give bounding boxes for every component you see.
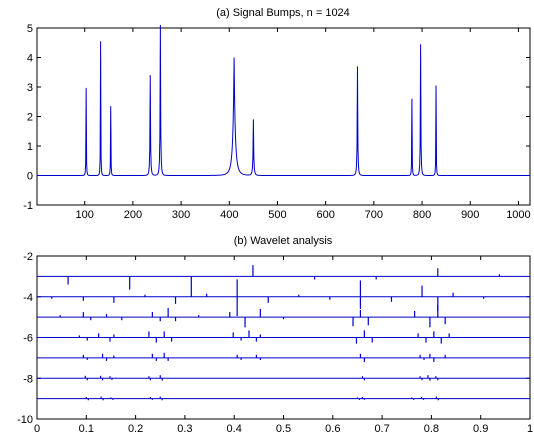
chart-b: (b) Wavelet analysis 0 0.1 0.2 0.3 0.4 0.5 0.6… — [17, 235, 533, 435]
chart-b-levels — [37, 265, 530, 401]
y-tick-label: -10 — [17, 414, 33, 426]
y-tick-label: -4 — [23, 292, 33, 304]
y-tick-label: 5 — [27, 23, 33, 35]
x-tick-label: 100 — [76, 209, 94, 221]
chart-a-signal-line — [37, 25, 530, 176]
chart-b-title: (b) Wavelet analysis — [234, 235, 333, 247]
y-tick-label: -6 — [23, 333, 33, 345]
x-tick-label: 0.8 — [424, 423, 439, 435]
chart-a-title: (a) Signal Bumps, n = 1024 — [216, 7, 350, 19]
x-tick-label: 0 — [34, 423, 40, 435]
x-tick-label: 400 — [220, 209, 238, 221]
x-tick-label: 200 — [124, 209, 142, 221]
y-tick-label: 2 — [27, 112, 33, 124]
x-tick-label: 300 — [172, 209, 190, 221]
x-tick-label: 0.1 — [79, 423, 94, 435]
x-tick-label: 0.3 — [177, 423, 192, 435]
y-tick-label: -1 — [23, 200, 33, 212]
y-tick-label: 4 — [27, 53, 33, 65]
x-tick-label: 1000 — [506, 209, 530, 221]
y-tick-label: 0 — [27, 171, 33, 183]
x-tick-label: 1 — [527, 423, 533, 435]
x-tick-label: 0.6 — [325, 423, 340, 435]
y-tick-label: 3 — [27, 82, 33, 94]
x-tick-label: 0.5 — [276, 423, 291, 435]
x-tick-label: 900 — [461, 209, 479, 221]
x-tick-label: 800 — [413, 209, 431, 221]
y-tick-label: -8 — [23, 373, 33, 385]
x-tick-label: 500 — [268, 209, 286, 221]
chart-a: (a) Signal Bumps, n = 1024 100 200 300 400 5… — [23, 7, 530, 221]
x-tick-label: 0.2 — [128, 423, 143, 435]
x-tick-label: 600 — [316, 209, 334, 221]
x-tick-label: 0.4 — [227, 423, 242, 435]
x-tick-label: 0.9 — [473, 423, 488, 435]
y-tick-label: 1 — [27, 141, 33, 153]
chart-a-axes: 100 200 300 400 500 600 700 800 900 1000 -1 0 1 2 3 4 5 — [23, 23, 530, 221]
y-tick-label: -2 — [23, 251, 33, 263]
x-tick-label: 0.7 — [374, 423, 389, 435]
x-tick-label: 700 — [365, 209, 383, 221]
chart-b-axes: 0 0.1 0.2 0.3 0.4 0.5 0.6 0.7 0.8 0.9 1 -10 -8 -6 -4 -2 — [17, 251, 533, 435]
